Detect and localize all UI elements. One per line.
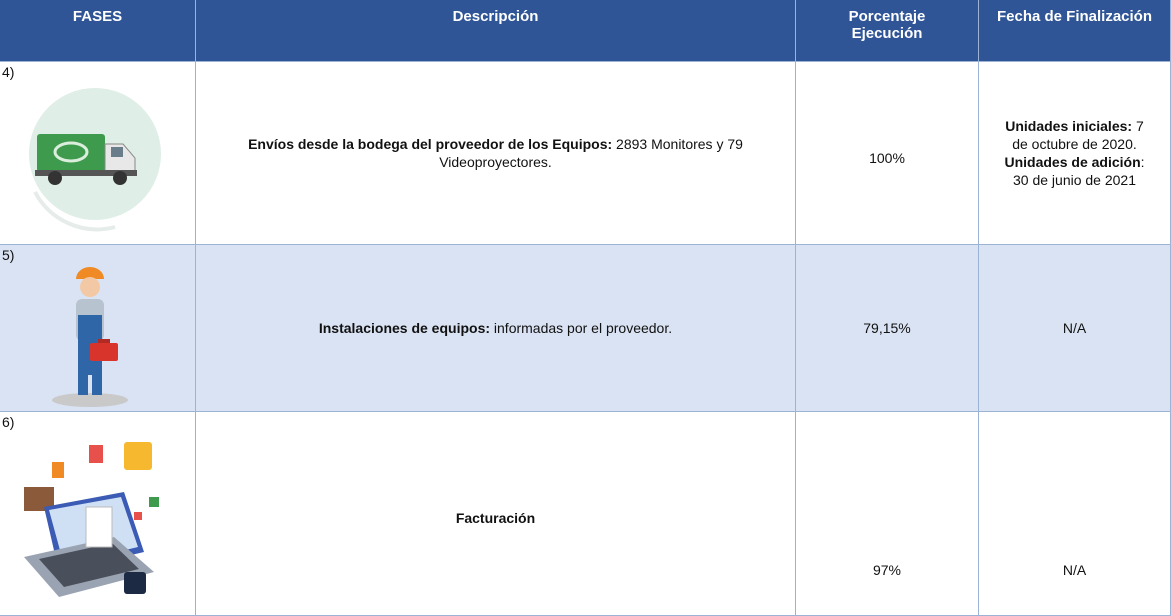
description: Envíos desde la bodega del proveedor de … — [206, 135, 785, 171]
percentage: 100% — [869, 149, 905, 167]
date-cell: N/A — [979, 412, 1171, 616]
phase-cell: 4) — [0, 62, 196, 245]
header-text: Descripción — [453, 8, 539, 25]
phase-cell: 6) — [0, 412, 196, 616]
description-cell: Facturación — [196, 412, 796, 616]
description-bold: Envíos desde la bodega del proveedor de … — [248, 136, 612, 152]
description-bold: Facturación — [196, 510, 795, 526]
date-bold: Unidades iniciales: — [1005, 118, 1132, 134]
worker-icon — [50, 265, 130, 410]
phase-number: 6) — [2, 414, 14, 430]
date-cell: N/A — [979, 245, 1171, 412]
header-cell: Descripción — [196, 0, 796, 62]
header-text: FASES — [73, 8, 122, 25]
header-cell: Porcentaje Ejecución — [796, 0, 979, 62]
header-cell: FASES — [0, 0, 196, 62]
percentage-cell: 100% — [796, 62, 979, 245]
phase-cell: 5) — [0, 245, 196, 412]
description-cell: Instalaciones de equipos: informadas por… — [196, 245, 796, 412]
percentage: 97% — [796, 562, 978, 578]
header-cell: Fecha de Finalización — [979, 0, 1171, 62]
date: N/A — [979, 562, 1170, 578]
date-cell: Unidades iniciales: 7 de octubre de 2020… — [979, 62, 1171, 245]
description-cell: Envíos desde la bodega del proveedor de … — [196, 62, 796, 245]
phase-number: 4) — [2, 64, 14, 80]
header-text: Porcentaje Ejecución — [849, 8, 926, 42]
description-bold: Instalaciones de equipos: — [319, 320, 490, 336]
percentage-cell: 97% — [796, 412, 979, 616]
description: Instalaciones de equipos: informadas por… — [319, 319, 672, 337]
billing-icon — [14, 437, 164, 602]
truck-icon — [15, 72, 175, 237]
date: N/A — [1063, 319, 1086, 337]
page: FASES Descripción Porcentaje Ejecución F… — [0, 0, 1171, 616]
percentage: 79,15% — [863, 319, 910, 337]
header-text: Fecha de Finalización — [997, 8, 1152, 25]
description-text: informadas por el proveedor. — [494, 320, 672, 336]
date-bold: Unidades de adición — [1004, 154, 1140, 170]
phase-number: 5) — [2, 247, 14, 263]
percentage-cell: 79,15% — [796, 245, 979, 412]
date: Unidades iniciales: 7 de octubre de 2020… — [999, 117, 1150, 189]
